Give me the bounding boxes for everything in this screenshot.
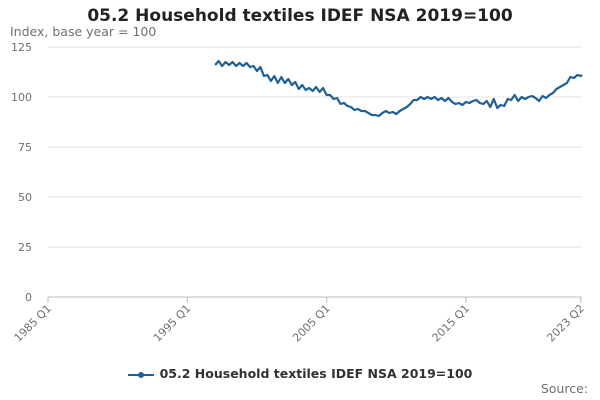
x-tick-label-0: 1985 Q1 xyxy=(12,302,55,345)
series-layer xyxy=(214,59,583,118)
legend[interactable]: 05.2 Household textiles IDEF NSA 2019=10… xyxy=(0,366,600,381)
chart-title: 05.2 Household textiles IDEF NSA 2019=10… xyxy=(87,6,513,26)
legend-label: 05.2 Household textiles IDEF NSA 2019=10… xyxy=(159,366,473,381)
y-tick-label-0: 0 xyxy=(25,291,32,304)
y-tick-label-100: 100 xyxy=(11,91,32,104)
x-tick-label-4: 2023 Q2 xyxy=(544,302,587,345)
y-axis-title: Index, base year = 100 xyxy=(10,24,157,39)
y-tick-label-75: 75 xyxy=(18,141,32,154)
y-tick-label-125: 125 xyxy=(11,41,32,54)
grid-layer xyxy=(48,46,582,298)
axis-layer xyxy=(47,297,582,303)
x-tick-label-1: 1995 Q1 xyxy=(151,302,194,345)
source-label: Source: xyxy=(540,381,588,396)
x-tick-labels: 1985 Q1 1995 Q1 2005 Q1 2015 Q1 2023 Q2 xyxy=(12,302,587,345)
y-tick-labels: 0 25 50 75 100 125 xyxy=(11,41,32,304)
x-tick-label-3: 2015 Q1 xyxy=(430,302,473,345)
series-line-0 xyxy=(214,59,583,118)
y-tick-label-25: 25 xyxy=(18,241,32,254)
x-tick-label-2: 2005 Q1 xyxy=(290,302,333,345)
legend-swatch-icon xyxy=(127,370,154,380)
y-tick-label-50: 50 xyxy=(18,191,32,204)
